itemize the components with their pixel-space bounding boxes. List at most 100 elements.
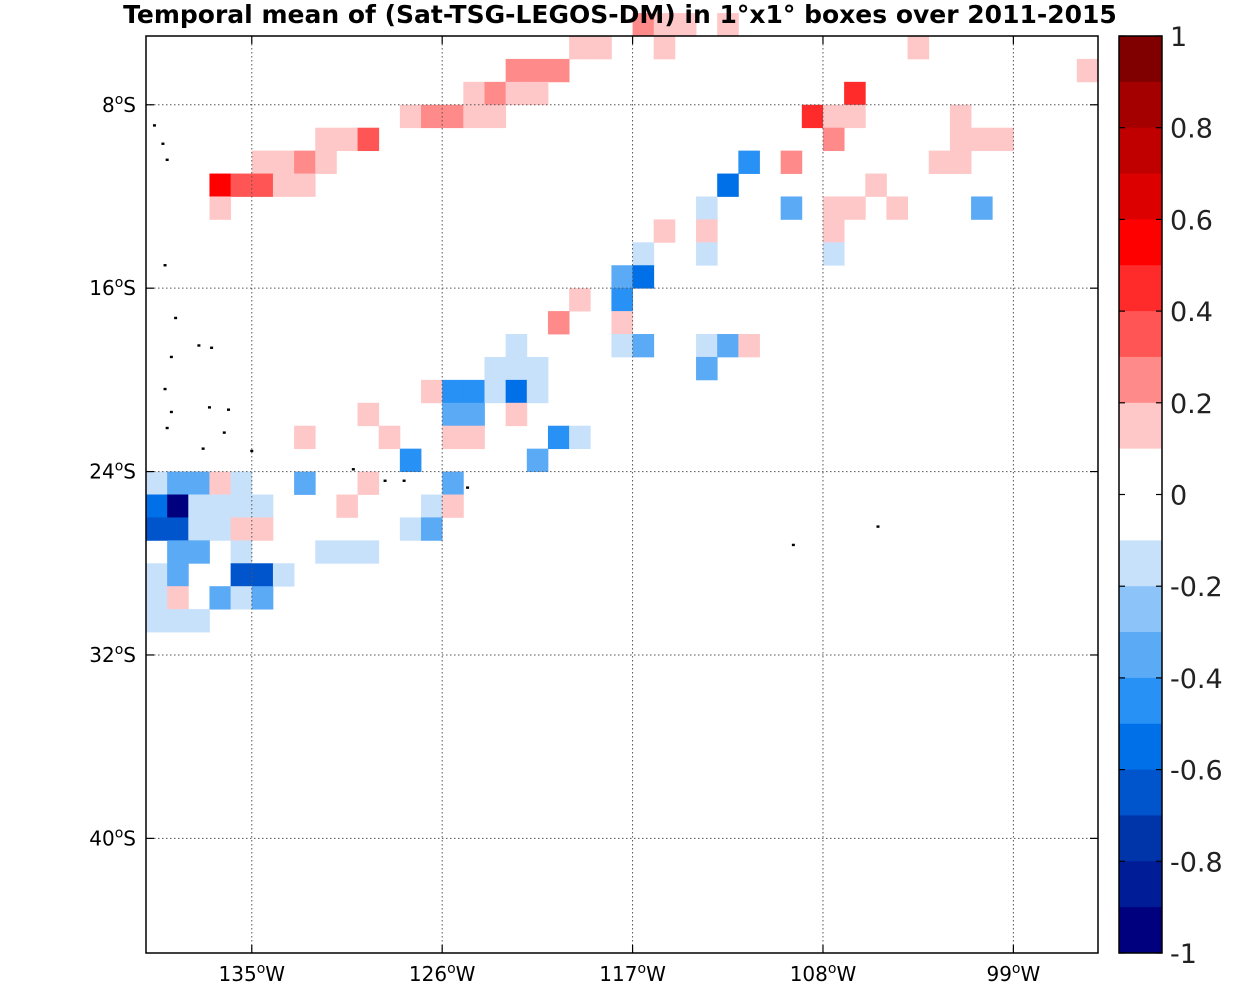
colorbar-band (1119, 815, 1162, 862)
heatmap-cell (146, 609, 168, 633)
heatmap-cell (844, 81, 866, 106)
island-mark (250, 449, 254, 453)
heatmap-cell (209, 586, 232, 610)
colorbar-band (1119, 632, 1162, 679)
heatmap-cell (421, 104, 443, 129)
colorbar-tick-label: 0.8 (1170, 114, 1213, 145)
heatmap-cell (167, 586, 189, 610)
heatmap-cell (632, 265, 655, 289)
island-mark (207, 406, 211, 409)
heatmap-cell (949, 150, 972, 174)
x-tick-label: 108oW (790, 961, 857, 984)
heatmap-cell (251, 494, 274, 518)
heatmap-cell (505, 379, 528, 404)
heatmap-cell (632, 334, 655, 358)
heatmap-cell (442, 471, 464, 495)
heatmap-cell (315, 150, 337, 174)
colorbar-band (1119, 448, 1162, 495)
colorbar-tick-label: -1 (1170, 939, 1197, 970)
heatmap-cell (357, 402, 380, 427)
heatmap-cell (547, 425, 570, 450)
heatmap-cell (442, 379, 464, 404)
colorbar-band (1119, 494, 1162, 541)
colorbar-tick-label: -0.2 (1170, 572, 1223, 603)
island-mark (197, 344, 201, 347)
colorbar-band (1119, 36, 1162, 83)
heatmap-cell (484, 356, 507, 381)
heatmap-cell (463, 81, 485, 106)
island-mark (165, 426, 169, 430)
x-tick-label: 99oW (986, 961, 1040, 984)
colorbar: 1 0.8 0.6 0.4 0.2 0 -0.2 -0.4 -0.6 -0.8 -1 (1118, 22, 1223, 970)
heatmap-cell (484, 379, 507, 404)
heatmap-cell (357, 540, 380, 564)
heatmap-cell (822, 219, 845, 243)
heatmap-cell (251, 150, 274, 174)
heatmap-cell (611, 265, 633, 289)
x-tick-label: 117oW (599, 961, 666, 984)
heatmap-cell (674, 13, 697, 37)
heatmap-cell (992, 127, 1014, 152)
colorbar-band (1119, 219, 1162, 266)
heatmap-cell (336, 540, 358, 564)
heatmap-cell (865, 173, 887, 197)
heatmap-cell (442, 104, 464, 129)
heatmap-cell (230, 586, 253, 610)
heatmap-cell (696, 242, 718, 266)
colorbar-band (1119, 769, 1162, 816)
heatmap-cell (696, 219, 718, 243)
heatmap-cell (357, 471, 380, 495)
heatmap-cell (146, 517, 168, 541)
heatmap-cell (822, 196, 845, 220)
heatmap-cell (547, 58, 570, 83)
heatmap-cell (505, 58, 528, 83)
island-mark (161, 142, 165, 145)
colorbar-band (1119, 127, 1162, 175)
heatmap-cell (696, 334, 718, 358)
heatmap-cell (717, 173, 739, 197)
island-mark (152, 124, 156, 127)
island-mark (210, 346, 214, 349)
heatmap-cell (780, 196, 803, 220)
heatmap-cell (251, 563, 274, 587)
heatmap-cell (399, 517, 422, 541)
island-mark (351, 468, 355, 471)
heatmap-cell (315, 540, 337, 564)
heatmap-cell (738, 150, 760, 174)
heatmap-cell (167, 494, 189, 518)
island-mark (222, 431, 226, 434)
heatmap-cell (421, 517, 443, 541)
heatmap-cell (971, 127, 993, 152)
heatmap-cell (526, 356, 549, 381)
heatmap-cell (547, 311, 570, 335)
island-mark (169, 410, 173, 414)
island-mark (174, 316, 178, 320)
heatmap-cell (653, 36, 676, 60)
colorbar-band (1119, 907, 1162, 954)
heatmap-cell (294, 173, 316, 197)
heatmap-cell (209, 471, 232, 495)
heatmap-cell (971, 196, 993, 220)
colorbar-band (1119, 265, 1162, 312)
heatmap-cell (251, 517, 274, 541)
heatmap-cell (780, 150, 803, 174)
heatmap-cell (146, 494, 168, 518)
heatmap-cell (822, 104, 845, 129)
heatmap-cell (696, 356, 718, 381)
heatmap-cell (167, 540, 189, 564)
heatmap-cell (442, 494, 464, 518)
y-tick-label: 16oS (89, 275, 136, 300)
heatmap-cell (886, 196, 908, 220)
heatmap-cell (505, 356, 528, 381)
heatmap-cell (801, 104, 824, 129)
heatmap-cell (146, 471, 168, 495)
heatmap-cell (399, 448, 422, 472)
x-tick-label: 135oW (219, 961, 286, 984)
heatmap-cell (167, 517, 189, 541)
island-mark (466, 486, 470, 489)
colorbar-tick-label: -0.4 (1170, 664, 1223, 695)
heatmap-cell (272, 173, 295, 197)
island-mark (227, 408, 231, 411)
heatmap-cell (421, 379, 443, 404)
heatmap-cell (442, 402, 464, 427)
